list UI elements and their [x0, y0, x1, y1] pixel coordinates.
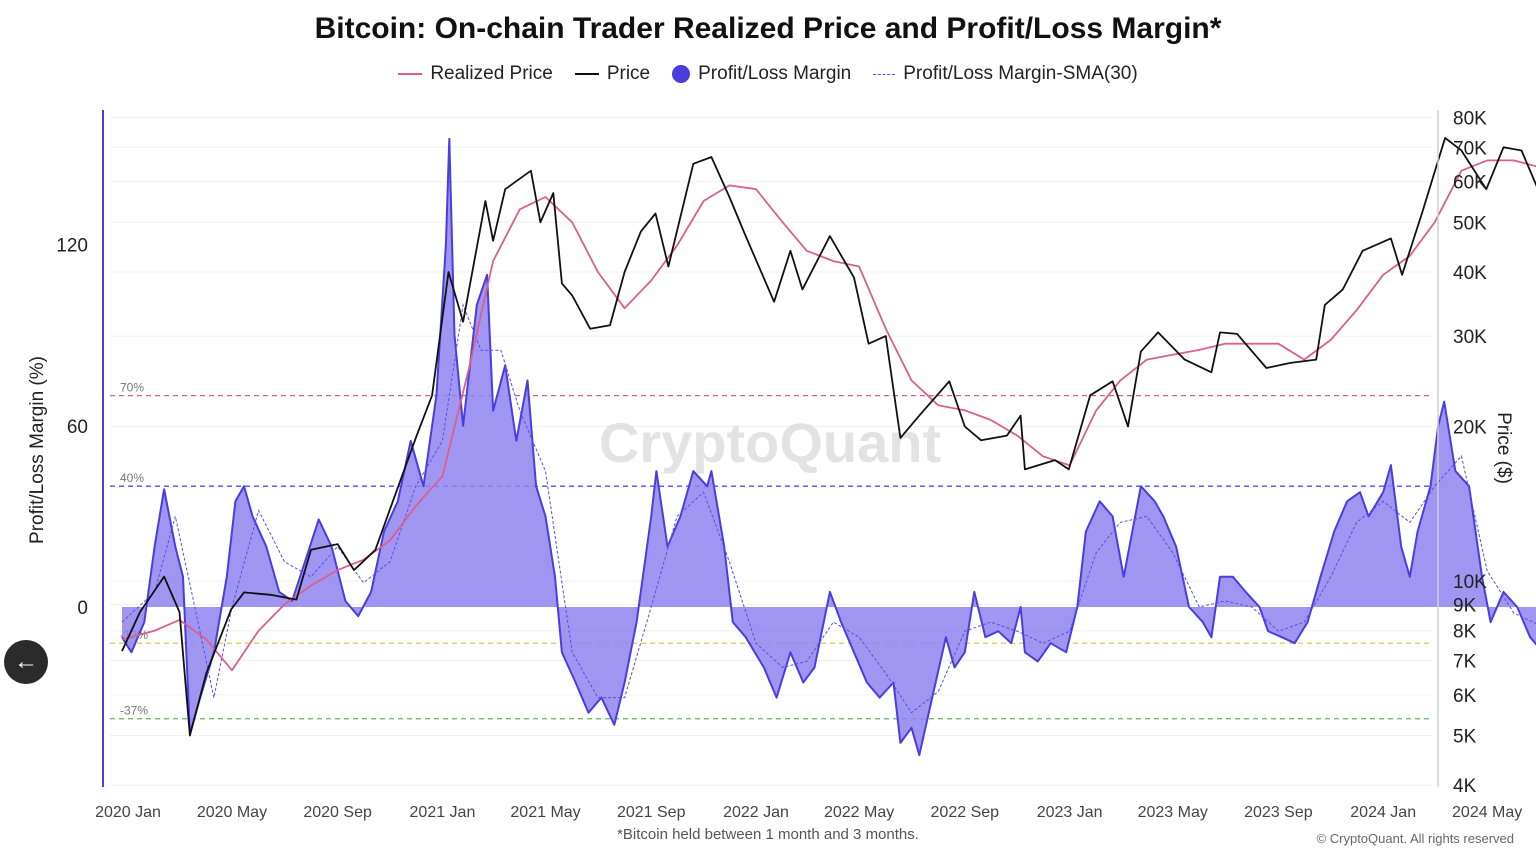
- series-layer: [121, 137, 1536, 756]
- y-right-tick-label: 10K: [1453, 572, 1487, 593]
- reference-line-label: -37%: [120, 704, 148, 718]
- legend-item-realized-price[interactable]: Realized Price: [398, 63, 553, 85]
- y-right-tick-label: 8K: [1453, 622, 1477, 643]
- arrow-left-icon: ←: [14, 648, 38, 675]
- y-right-tick-label: 70K: [1453, 138, 1487, 159]
- legend-swatch: [574, 73, 599, 75]
- y-right-tick-label: 40K: [1453, 263, 1487, 284]
- price-line: [121, 137, 1536, 737]
- x-tick-label: 2024 May: [1452, 804, 1522, 821]
- y-right-tick-label: 5K: [1453, 727, 1477, 748]
- margin-area: [121, 138, 1536, 755]
- legend-swatch: [398, 73, 423, 75]
- y-left-tick-label: 0: [77, 598, 88, 619]
- x-tick-label: 2020 Sep: [303, 804, 372, 821]
- y-left-label: Profit/Loss Margin (%): [27, 356, 48, 544]
- x-tick-label: 2021 Sep: [617, 804, 686, 821]
- y-right-tick-label: 9K: [1453, 595, 1477, 616]
- y-right-tick-label: 50K: [1453, 213, 1487, 234]
- y-right-tick-label: 30K: [1453, 327, 1487, 348]
- legend-item-margin-sma[interactable]: Profit/Loss Margin-SMA(30): [873, 63, 1138, 85]
- y-right-tick-label: 20K: [1453, 418, 1487, 439]
- back-button[interactable]: ←: [4, 640, 48, 684]
- x-tick-label: 2021 May: [510, 804, 580, 821]
- y-left-tick-label: 60: [67, 417, 88, 438]
- y-right-label: Price ($): [1493, 412, 1514, 484]
- y-right-tick-label: 60K: [1453, 173, 1487, 194]
- margin-sma-line: [121, 303, 1536, 714]
- y-left-tick-label: 120: [56, 236, 88, 257]
- legend-label: Profit/Loss Margin-SMA(30): [903, 63, 1138, 84]
- reference-line-label: 70%: [120, 381, 144, 395]
- x-tick-label: 2020 May: [197, 804, 267, 821]
- legend: Realized Price Price Profit/Loss Margin …: [0, 63, 1536, 85]
- y-right-tick-label: 80K: [1453, 109, 1487, 130]
- y-right-tick-label: 4K: [1453, 776, 1477, 797]
- legend-label: Price: [606, 63, 651, 84]
- x-tick-label: 2023 May: [1138, 804, 1208, 821]
- realized-price-line: [121, 159, 1536, 672]
- x-tick-label: 2023 Jan: [1037, 804, 1103, 821]
- x-tick-label: 2022 Sep: [931, 804, 1000, 821]
- chart-title: Bitcoin: On-chain Trader Realized Price …: [314, 12, 1222, 45]
- watermark: CryptoQuant: [599, 411, 941, 474]
- copyright: © CryptoQuant. All rights reserved: [1316, 831, 1514, 846]
- reference-lines: 70%40%-12%-37%: [110, 381, 1432, 720]
- legend-item-margin[interactable]: Profit/Loss Margin: [672, 63, 851, 85]
- reference-line-label: 40%: [120, 471, 144, 485]
- legend-swatch: [873, 73, 896, 75]
- margin-line: [121, 137, 1536, 756]
- footnote: *Bitcoin held between 1 month and 3 mont…: [617, 826, 919, 843]
- legend-swatch: [672, 65, 691, 83]
- x-tick-label: 2022 Jan: [723, 804, 789, 821]
- x-tick-label: 2023 Sep: [1244, 804, 1313, 821]
- x-tick-label: 2022 May: [824, 804, 894, 821]
- legend-label: Profit/Loss Margin: [698, 63, 852, 84]
- x-tick-label: 2020 Jan: [95, 804, 161, 821]
- legend-item-price[interactable]: Price: [574, 63, 651, 85]
- x-tick-label: 2021 Jan: [410, 804, 476, 821]
- legend-label: Realized Price: [430, 63, 553, 84]
- y-right-tick-label: 6K: [1453, 686, 1477, 707]
- y-right-tick-label: 7K: [1453, 652, 1477, 673]
- x-tick-label: 2024 Jan: [1350, 804, 1416, 821]
